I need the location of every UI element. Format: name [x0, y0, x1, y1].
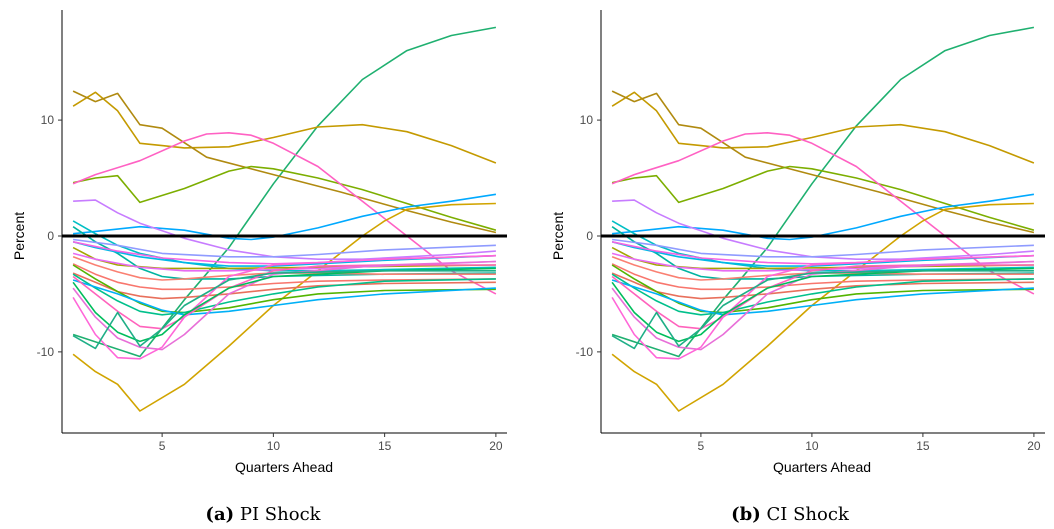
- panel-caption: (a) PI Shock: [205, 504, 321, 525]
- panel-b-ci-shock: Percent Quarters Ahead (b) CI Shock 5 10 1…: [550, 10, 1045, 525]
- series-line-23: [611, 260, 1034, 351]
- series-line-12: [611, 238, 1034, 258]
- series-line-25: [611, 267, 1034, 343]
- series-line-21: [72, 279, 496, 316]
- series-line-25: [72, 267, 496, 343]
- series-line-23: [72, 260, 496, 351]
- x-axis-label: Quarters Ahead: [235, 459, 333, 475]
- x-tick-label: 15: [916, 439, 930, 453]
- x-axis-label: Quarters Ahead: [773, 459, 871, 475]
- series-line-8: [73, 199, 496, 261]
- caption-label: (a): [205, 504, 234, 525]
- x-tick-label: 15: [378, 439, 392, 453]
- series-line-9: [611, 220, 1034, 272]
- y-tick-label: 0: [47, 229, 54, 243]
- x-tick-label: 20: [489, 439, 503, 453]
- x-tick-label: 10: [267, 439, 281, 453]
- panel-a-pi-shock: Percent Quarters Ahead (a) PI Shock 5 10 1…: [11, 10, 507, 525]
- series-line-26: [72, 269, 496, 350]
- y-axis-label: Percent: [11, 212, 27, 260]
- series-line-4: [611, 165, 1035, 231]
- series-line-20: [611, 273, 1034, 316]
- x-tick-label: 5: [698, 439, 705, 453]
- y-tick-label: -10: [37, 345, 55, 359]
- panel-caption: (b) CI Shock: [731, 504, 850, 525]
- y-tick-label: 0: [586, 229, 593, 243]
- caption-label: (b): [731, 504, 761, 525]
- caption-text: PI Shock: [240, 504, 322, 525]
- series-line-17: [72, 263, 496, 291]
- series-line-7: [612, 193, 1035, 241]
- series-line-11: [611, 241, 1034, 267]
- series-line-2: [611, 91, 1035, 164]
- series-line-11: [72, 241, 496, 267]
- series-line-1: [72, 26, 497, 358]
- series-line-4: [72, 165, 497, 231]
- series-line-12: [72, 238, 496, 258]
- y-axis-label: Percent: [550, 212, 566, 260]
- series-line-21: [611, 279, 1034, 316]
- series-line-9: [72, 220, 496, 272]
- plot-area: 5 10 15 20 -10 0 10: [37, 10, 507, 453]
- series-line-3: [72, 90, 497, 234]
- series-line-3: [611, 90, 1035, 234]
- series-line-7: [73, 193, 497, 241]
- series-line-24: [72, 254, 496, 360]
- y-tick-label: -10: [576, 345, 594, 359]
- series-line-1: [611, 26, 1035, 358]
- series-line-26: [611, 269, 1034, 350]
- series-line-24: [611, 254, 1034, 360]
- y-tick-label: 10: [41, 113, 55, 127]
- series-line-17: [611, 263, 1034, 291]
- plot-area: 5 10 15 20 -10 0 10: [576, 10, 1045, 453]
- caption-text: CI Shock: [767, 504, 850, 525]
- x-tick-label: 5: [159, 439, 166, 453]
- x-tick-label: 10: [805, 439, 819, 453]
- x-tick-label: 20: [1027, 439, 1041, 453]
- series-line-20: [72, 273, 496, 316]
- y-tick-label: 10: [580, 113, 594, 127]
- series-line-8: [612, 199, 1034, 261]
- series-line-2: [72, 91, 497, 164]
